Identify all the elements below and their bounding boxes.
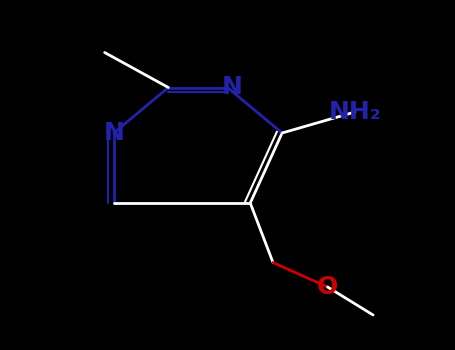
Text: NH₂: NH₂: [329, 100, 381, 124]
Text: N: N: [222, 76, 243, 99]
Text: N: N: [103, 121, 124, 145]
Text: O: O: [317, 275, 338, 299]
